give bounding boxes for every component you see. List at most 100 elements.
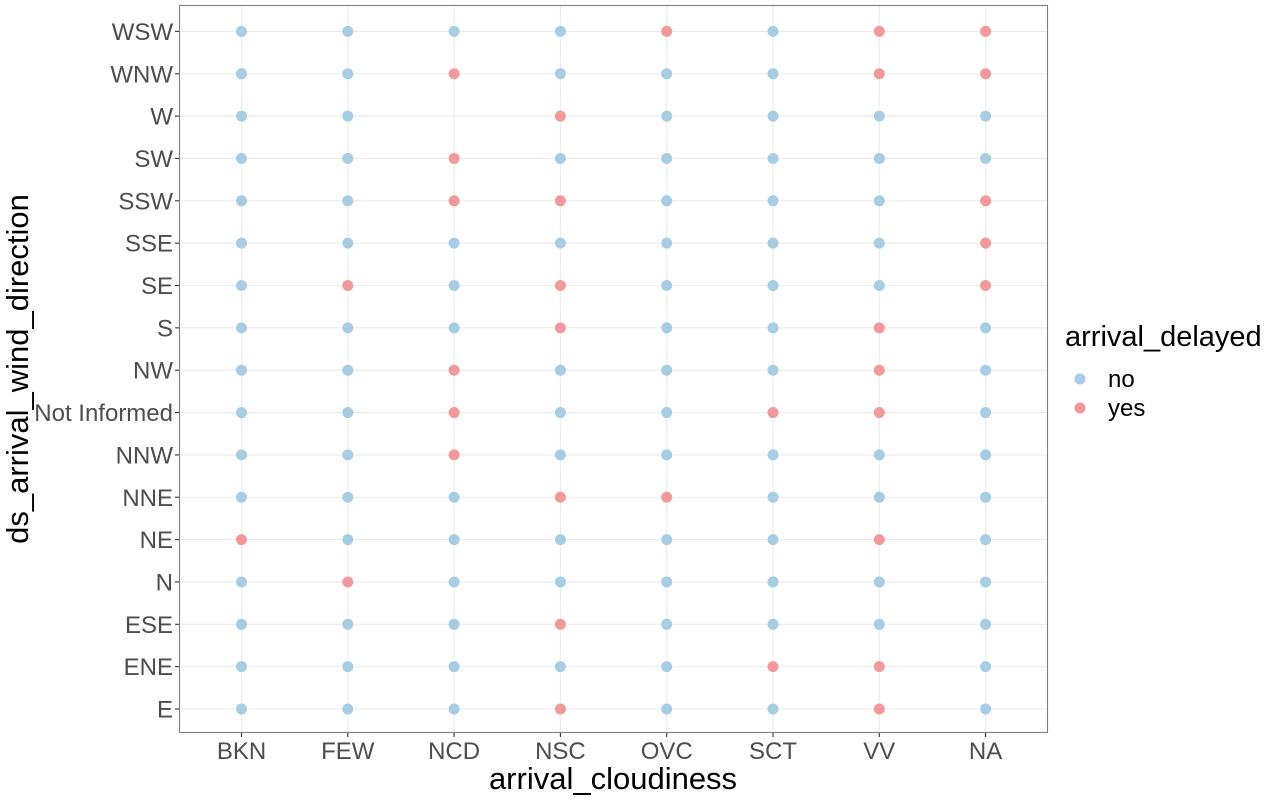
legend: arrival_delayed no yes xyxy=(1065,321,1262,422)
point-no xyxy=(448,322,460,334)
point-no xyxy=(236,491,247,503)
x-axis-title: arrival_cloudiness xyxy=(489,761,737,796)
point-yes xyxy=(980,280,992,291)
point-no xyxy=(236,322,247,334)
data-points xyxy=(236,25,992,715)
point-no xyxy=(873,195,885,207)
point-no xyxy=(767,449,779,461)
y-tick-label: NNW xyxy=(116,442,174,469)
point-no xyxy=(767,364,779,376)
point-yes xyxy=(448,449,460,461)
point-no xyxy=(873,152,885,164)
point-yes xyxy=(554,703,566,715)
point-no xyxy=(980,449,992,461)
point-no xyxy=(873,237,885,249)
y-axis-title: ds_arrival_wind_direction xyxy=(0,194,35,544)
y-tick-label: NW xyxy=(133,358,173,385)
point-no xyxy=(767,152,779,164)
point-no xyxy=(236,576,247,588)
y-tick-label: E xyxy=(157,697,173,724)
point-no xyxy=(342,364,354,376)
point-no xyxy=(980,152,992,164)
point-no xyxy=(661,661,673,673)
point-no xyxy=(554,152,566,164)
point-no xyxy=(767,237,779,249)
point-yes xyxy=(554,322,566,334)
point-no xyxy=(236,661,247,673)
point-yes xyxy=(980,68,992,80)
point-no xyxy=(342,449,354,461)
point-no xyxy=(554,449,566,461)
point-no xyxy=(448,491,460,503)
point-no xyxy=(342,110,354,122)
point-no xyxy=(236,364,247,376)
point-yes xyxy=(236,534,247,546)
point-no xyxy=(661,407,673,419)
x-tick-label: FEW xyxy=(321,738,375,765)
point-no xyxy=(236,152,247,164)
point-no xyxy=(342,195,354,207)
point-yes xyxy=(554,195,566,207)
point-no xyxy=(342,25,354,37)
point-no xyxy=(767,491,779,503)
point-no xyxy=(661,195,673,207)
point-yes xyxy=(554,618,566,630)
point-no xyxy=(873,618,885,630)
point-no xyxy=(236,110,247,122)
y-tick-label: WNW xyxy=(110,61,173,88)
point-yes xyxy=(342,576,354,588)
point-yes xyxy=(980,195,992,207)
point-no xyxy=(554,25,566,37)
point-no xyxy=(661,110,673,122)
legend-key-no xyxy=(1074,373,1086,385)
point-no xyxy=(342,407,354,419)
point-no xyxy=(980,491,992,503)
point-no xyxy=(342,68,354,80)
point-yes xyxy=(448,68,460,80)
point-no xyxy=(448,576,460,588)
point-no xyxy=(980,618,992,630)
y-tick-label: S xyxy=(157,315,173,342)
point-yes xyxy=(873,25,885,37)
point-no xyxy=(980,110,992,122)
plot-panel xyxy=(179,5,1048,733)
point-no xyxy=(767,576,779,588)
point-no xyxy=(342,534,354,546)
point-no xyxy=(661,618,673,630)
point-no xyxy=(767,110,779,122)
point-no xyxy=(980,322,992,334)
point-no xyxy=(448,618,460,630)
plot-panel-border xyxy=(178,4,1049,734)
point-yes xyxy=(980,237,992,249)
point-no xyxy=(980,661,992,673)
point-no xyxy=(980,534,992,546)
point-no xyxy=(767,534,779,546)
x-tick-label: VV xyxy=(863,738,895,765)
point-yes xyxy=(448,364,460,376)
legend-label-yes: yes xyxy=(1108,395,1145,422)
point-no xyxy=(767,618,779,630)
point-no xyxy=(554,364,566,376)
y-tick-label: ENE xyxy=(124,654,173,681)
point-no xyxy=(661,152,673,164)
point-no xyxy=(236,195,247,207)
point-yes xyxy=(873,322,885,334)
point-no xyxy=(873,110,885,122)
y-tick-label: SE xyxy=(141,273,173,300)
point-no xyxy=(661,703,673,715)
point-no xyxy=(980,703,992,715)
legend-label-no: no xyxy=(1108,366,1135,393)
x-axis-ticks: BKN FEW NCD NSC OVC SCT VV NA xyxy=(217,733,1002,765)
point-no xyxy=(448,280,460,291)
point-no xyxy=(873,576,885,588)
point-no xyxy=(554,68,566,80)
legend-key-yes xyxy=(1074,402,1086,414)
point-no xyxy=(980,364,992,376)
point-no xyxy=(236,618,247,630)
point-yes xyxy=(873,703,885,715)
point-yes xyxy=(661,491,673,503)
point-no xyxy=(873,449,885,461)
point-yes xyxy=(873,364,885,376)
y-tick-label: NNE xyxy=(122,485,173,512)
point-no xyxy=(448,703,460,715)
